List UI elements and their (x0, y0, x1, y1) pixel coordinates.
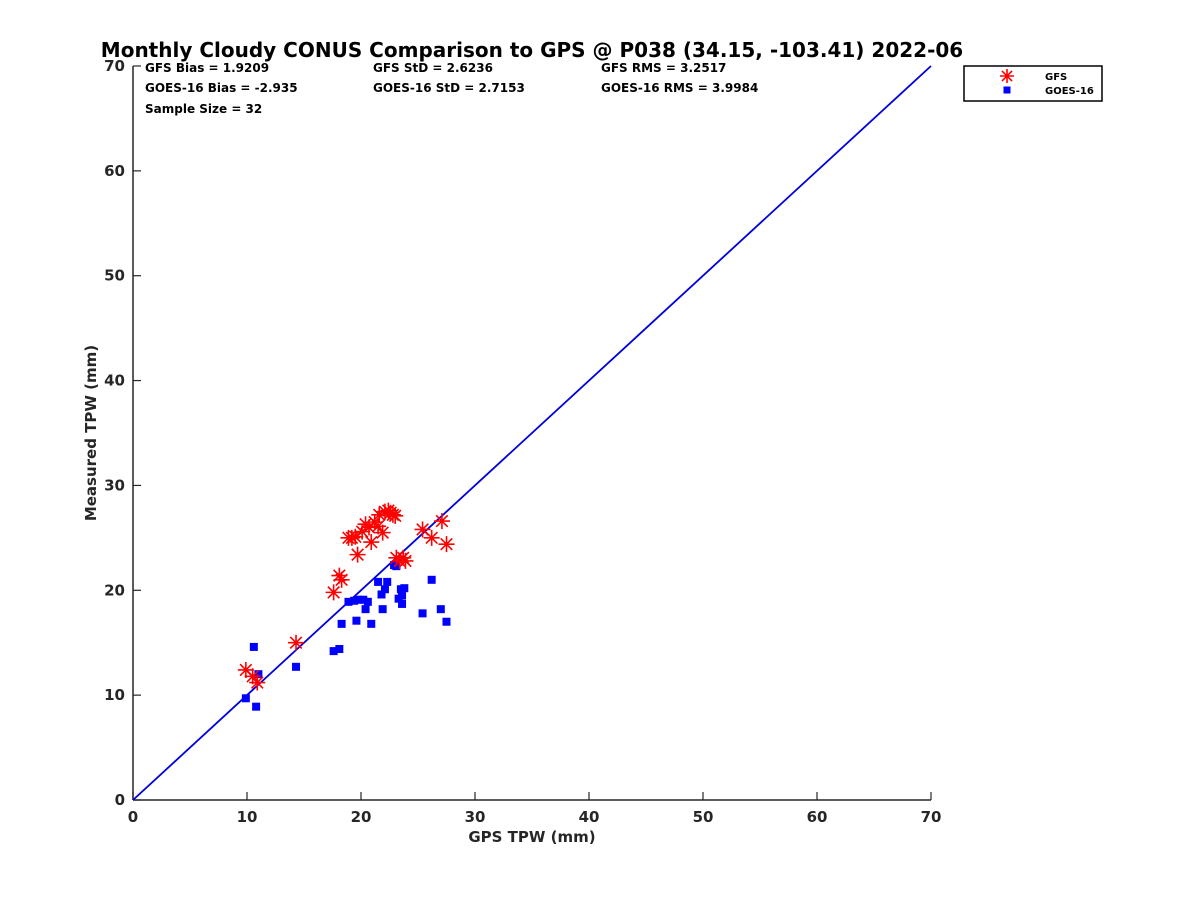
goes16-point (354, 595, 363, 604)
one-to-one-line (132, 65, 932, 801)
stat-gfs-rms: GFS RMS = 3.2517 (601, 61, 726, 75)
stat-goes-rms: GOES-16 RMS = 3.9984 (601, 81, 758, 95)
stat-goes-bias: GOES-16 Bias = -2.935 (145, 81, 298, 95)
legend: GFS GOES-16 (963, 65, 1103, 102)
legend-gfs-label: GFS (1045, 72, 1067, 83)
goes16-point (374, 577, 383, 586)
goes16-point (363, 597, 372, 606)
y-tick-label: 0 (115, 791, 125, 809)
gfs-point (376, 503, 393, 520)
y-tick-label: 30 (104, 476, 125, 494)
data-points (237, 502, 455, 711)
gfs-point (397, 552, 414, 569)
chart-title: Monthly Cloudy CONUS Comparison to GPS @… (101, 38, 963, 62)
goes16-point (337, 619, 346, 628)
goes16-point (329, 647, 338, 656)
legend-box (963, 65, 1103, 102)
goes16-point (378, 605, 387, 614)
stat-gfs-bias: GFS Bias = 1.9209 (145, 61, 269, 75)
legend-goes-label: GOES-16 (1045, 86, 1094, 97)
x-tick-label: 50 (693, 808, 714, 826)
x-tick-label: 10 (237, 808, 258, 826)
y-tick-label: 60 (104, 162, 125, 180)
y-axis-label: Measured TPW (mm) (82, 345, 100, 521)
x-tick-label: 70 (921, 808, 942, 826)
gfs-point (331, 567, 348, 584)
goes16-point (361, 605, 370, 614)
gfs-point (370, 518, 387, 535)
gfs-point (382, 504, 399, 521)
y-tick-label: 20 (104, 581, 125, 599)
y-tick-label: 50 (104, 267, 125, 285)
goes16-point (241, 694, 250, 703)
gfs-point (244, 668, 261, 685)
goes16-point (350, 596, 359, 605)
gfs-point (333, 571, 350, 588)
gfs-point (374, 524, 391, 541)
goes16-point (344, 597, 353, 606)
goes16-point (352, 616, 361, 625)
goes16-point (390, 561, 399, 570)
goes16-point (436, 605, 445, 614)
goes16-point (418, 609, 427, 618)
goes16-point (335, 645, 344, 654)
x-tick-label: 20 (351, 808, 372, 826)
gfs-point (343, 529, 360, 546)
y-tick-label: 70 (104, 57, 125, 75)
gfs-point (347, 528, 364, 545)
goes16-point (383, 577, 392, 586)
x-tick-label: 30 (465, 808, 486, 826)
gfs-point (363, 534, 380, 551)
x-tick-label: 40 (579, 808, 600, 826)
gfs-point (354, 523, 371, 540)
gfs-point (438, 536, 455, 553)
stat-goes-std: GOES-16 StD = 2.7153 (373, 81, 525, 95)
gfs-point (249, 674, 266, 691)
y-tick-label: 10 (104, 686, 125, 704)
goes16-point (249, 642, 258, 651)
goes16-point (442, 617, 451, 626)
legend-goes-square (1003, 86, 1011, 94)
gfs-point (288, 634, 305, 651)
y-tick-label: 40 (104, 372, 125, 390)
legend-gfs-asterisk (1000, 69, 1014, 83)
goes16-point (359, 595, 368, 604)
reference-line-layer (132, 65, 932, 801)
gfs-point (433, 513, 450, 530)
goes16-point (252, 702, 261, 711)
x-tick-label: 0 (128, 808, 138, 826)
goes16-point (380, 585, 389, 594)
legend-gfs-marker (1000, 69, 1014, 83)
gfs-point (423, 529, 440, 546)
stat-sample-size: Sample Size = 32 (145, 102, 262, 116)
axes: 0 10 20 30 40 50 60 70 0 10 20 30 40 50 60 70 (104, 57, 941, 826)
goes16-point (398, 591, 407, 600)
legend-goes-marker (1003, 86, 1011, 94)
goes16-point (398, 599, 407, 608)
x-axis-label: GPS TPW (mm) (468, 828, 595, 846)
gfs-point (237, 661, 254, 678)
stat-gfs-std: GFS StD = 2.6236 (373, 61, 493, 75)
goes16-point (254, 670, 263, 679)
goes16-point (292, 662, 301, 671)
gfs-point (349, 546, 366, 563)
gfs-point (371, 506, 388, 523)
gfs-point (414, 521, 431, 538)
x-tick-label: 60 (807, 808, 828, 826)
gfs-point (387, 507, 404, 524)
gfs-point (325, 584, 342, 601)
goes16-point (427, 575, 436, 584)
goes16-point (377, 590, 386, 599)
goes16-point (367, 619, 376, 628)
stats-block: GFS Bias = 1.9209 GFS StD = 2.6236 GFS R… (145, 61, 758, 116)
goes16-point (400, 584, 409, 593)
